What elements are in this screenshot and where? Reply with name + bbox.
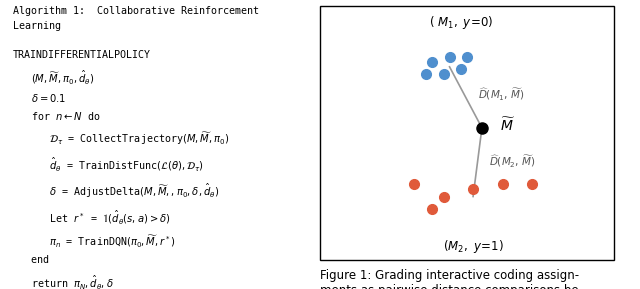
Text: $\widehat{D}$($M_1$, $\widetilde{M}$): $\widehat{D}$($M_1$, $\widetilde{M}$) (477, 87, 524, 103)
Text: $(\ M_1,\ y\!=\!0)$: $(\ M_1,\ y\!=\!0)$ (429, 14, 493, 31)
Text: Figure 1: Grading interactive coding assign-
ments as pairwise distance comparis: Figure 1: Grading interactive coding ass… (320, 269, 583, 289)
Text: $\widehat{D}$($M_2$, $\widetilde{M}$): $\widehat{D}$($M_2$, $\widetilde{M}$) (489, 154, 536, 171)
Text: $(M_2,\ y\!=\!1)$: $(M_2,\ y\!=\!1)$ (443, 238, 504, 255)
FancyBboxPatch shape (320, 6, 614, 260)
Text: $\widetilde{M}$: $\widetilde{M}$ (500, 116, 515, 134)
Text: Algorithm 1:  Collaborative Reinforcement
Learning

TRAINDIFFERENTIALPOLICY
   $: Algorithm 1: Collaborative Reinforcement… (13, 6, 259, 289)
